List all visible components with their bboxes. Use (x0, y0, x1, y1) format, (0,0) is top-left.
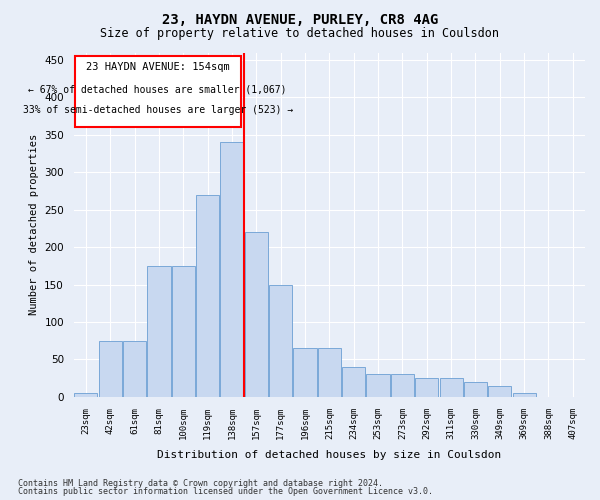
Text: 23, HAYDN AVENUE, PURLEY, CR8 4AG: 23, HAYDN AVENUE, PURLEY, CR8 4AG (162, 12, 438, 26)
Bar (342, 367, 365, 397)
Bar (512, 393, 536, 397)
Bar (464, 382, 487, 397)
Text: 23 HAYDN AVENUE: 154sqm: 23 HAYDN AVENUE: 154sqm (86, 62, 230, 72)
Bar (415, 378, 439, 397)
Text: 33% of semi-detached houses are larger (523) →: 33% of semi-detached houses are larger (… (23, 105, 293, 115)
Text: ← 67% of detached houses are smaller (1,067): ← 67% of detached houses are smaller (1,… (28, 85, 287, 95)
Bar (269, 284, 292, 397)
Bar (98, 341, 122, 397)
Text: Size of property relative to detached houses in Coulsdon: Size of property relative to detached ho… (101, 28, 499, 40)
Bar (196, 195, 219, 397)
Bar (148, 266, 170, 397)
Text: Contains HM Land Registry data © Crown copyright and database right 2024.: Contains HM Land Registry data © Crown c… (18, 478, 383, 488)
Y-axis label: Number of detached properties: Number of detached properties (29, 134, 39, 316)
Text: Contains public sector information licensed under the Open Government Licence v3: Contains public sector information licen… (18, 487, 433, 496)
Bar (391, 374, 414, 397)
Bar (123, 341, 146, 397)
Bar (318, 348, 341, 397)
X-axis label: Distribution of detached houses by size in Coulsdon: Distribution of detached houses by size … (157, 450, 502, 460)
Bar (440, 378, 463, 397)
Bar (245, 232, 268, 397)
Bar (220, 142, 244, 397)
Bar (172, 266, 195, 397)
FancyBboxPatch shape (75, 56, 241, 128)
Bar (74, 393, 97, 397)
Bar (293, 348, 317, 397)
Bar (367, 374, 389, 397)
Bar (488, 386, 511, 397)
